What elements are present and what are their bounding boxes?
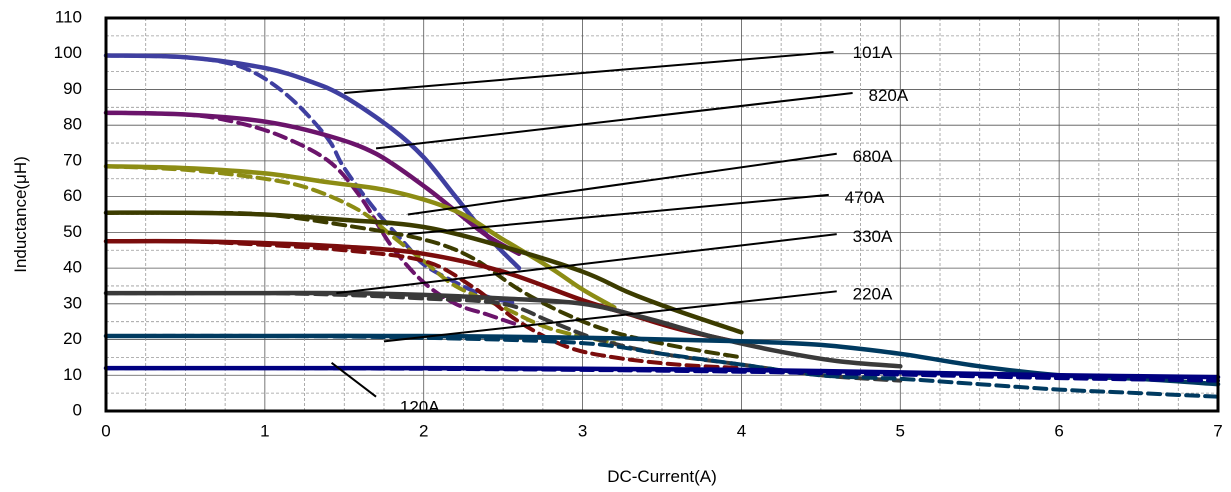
series-101a	[103, 53, 522, 306]
series-line-solid	[103, 290, 903, 369]
y-tick-label: 40	[63, 258, 82, 277]
x-tick-label: 7	[1213, 421, 1222, 440]
series-layer	[103, 53, 1221, 399]
y-tick-label: 20	[63, 329, 82, 348]
y-axis-label: Inductance(μH)	[11, 156, 30, 273]
x-tick-labels: 0 1 2 3 4 5 6 7	[101, 421, 1222, 440]
y-tick-label: 90	[63, 79, 82, 98]
series-680a	[103, 164, 617, 346]
series-line-dashed	[104, 110, 521, 328]
series-line-dashed	[104, 239, 744, 371]
leader-line	[383, 290, 837, 343]
series-label: 680A	[853, 147, 893, 166]
series-line-solid	[103, 164, 617, 310]
y-tick-label: 0	[73, 400, 82, 419]
x-axis-label: DC-Current(A)	[607, 467, 717, 486]
series-label: 330A	[853, 227, 893, 246]
leader-line	[336, 233, 837, 295]
x-tick-label: 1	[260, 421, 269, 440]
y-tick-label: 60	[63, 186, 82, 205]
leader-line	[375, 92, 853, 150]
leader-line	[330, 361, 377, 398]
x-tick-label: 3	[578, 421, 587, 440]
series-line-dashed	[104, 164, 617, 346]
plot-frame	[104, 16, 1220, 413]
leader-line	[407, 152, 837, 216]
leader-line	[344, 50, 834, 95]
series-label: 101A	[853, 43, 893, 62]
series-label: 120A	[400, 398, 440, 417]
series-unlabeled	[103, 365, 1221, 383]
y-tick-label: 30	[63, 293, 82, 312]
x-tick-label: 6	[1054, 421, 1063, 440]
y-tick-label: 110	[55, 7, 82, 26]
series-line-solid	[103, 365, 1221, 380]
leader-line	[407, 193, 829, 236]
series-label: 220A	[853, 284, 893, 303]
x-tick-label: 2	[419, 421, 428, 440]
y-tick-label: 80	[63, 115, 82, 134]
series-label: 820A	[869, 86, 909, 105]
y-tick-label: 70	[63, 150, 82, 169]
x-tick-label: 0	[101, 421, 110, 440]
x-tick-label: 5	[896, 421, 905, 440]
y-tick-label: 50	[63, 222, 82, 241]
y-tick-labels: 0 10 20 30 40 50 60 70 80 90 100 110	[54, 7, 82, 419]
y-tick-label: 100	[54, 43, 82, 62]
y-tick-label: 10	[63, 365, 82, 384]
series-line-solid	[103, 53, 522, 271]
x-tick-label: 4	[737, 421, 746, 440]
series-line-solid	[103, 210, 744, 335]
series-label: 470A	[845, 188, 885, 207]
